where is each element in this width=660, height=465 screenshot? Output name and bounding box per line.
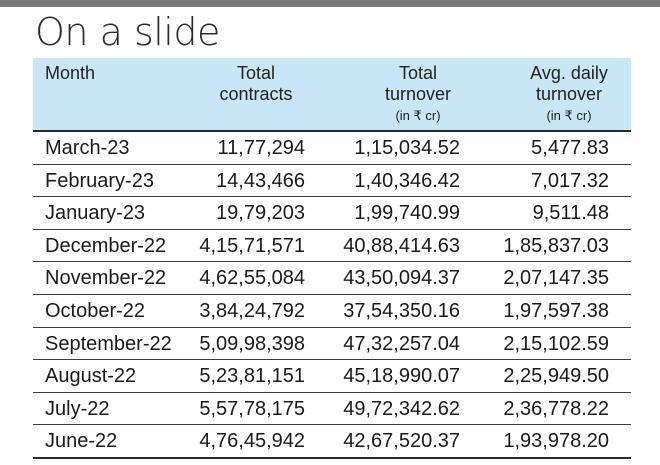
cell-avg-daily-turnover: 5,477.83 [531,137,609,159]
table-body: March-23 11,77,294 1,15,034.52 5,477.83 Febr… [33,132,631,459]
header-avg-daily-line2: turnover [535,84,603,104]
header-total-turnover: Total turnover (in ₹ cr) [363,63,473,124]
cell-total-turnover: 43,50,094.37 [343,267,460,290]
cell-total-contracts: 5,09,98,398 [199,332,305,355]
header-total-turnover-unit: (in ₹ cr) [395,108,441,123]
cell-total-turnover: 45,18,990.07 [343,365,460,388]
table-row: March-23 11,77,294 1,15,034.52 5,477.83 [33,132,631,165]
cell-avg-daily-turnover: 2,25,949.50 [503,365,609,388]
cell-avg-daily-turnover: 1,85,837.03 [503,234,609,257]
cell-month: June-22 [45,430,118,453]
cell-total-turnover: 37,54,350.16 [343,299,460,322]
cell-avg-daily-turnover: 2,15,102.59 [503,332,609,355]
top-rule [0,0,660,7]
cell-month: November-22 [45,267,167,290]
cell-total-contracts: 19,79,203 [216,202,305,225]
table-row: February-23 14,43,466 1,40,346.42 7,017.32 [33,165,631,198]
cell-total-turnover: 1,99,740.99 [354,202,460,225]
cell-month: July-22 [45,397,110,420]
cell-avg-daily-turnover: 2,07,147.35 [503,267,609,290]
cell-month: December-22 [45,234,167,257]
table-row: December-22 4,15,71,571 40,88,414.63 1,85,8… [33,230,631,263]
header-avg-daily-line1: Avg. daily [530,63,608,83]
cell-total-contracts: 5,23,81,151 [199,365,305,388]
cell-month: August-22 [45,365,137,388]
header-month: Month [45,63,96,83]
cell-avg-daily-turnover: 9,511.48 [532,202,609,225]
header-avg-daily-turnover: Avg. daily turnover (in ₹ cr) [509,63,629,124]
table-row: September-22 5,09,98,398 47,32,257.04 2,15,… [33,328,631,361]
header-total-contracts-line1: Total [236,63,276,83]
cell-total-contracts: 4,76,45,942 [199,430,305,453]
cell-avg-daily-turnover: 1,93,978.20 [503,430,609,453]
cell-total-contracts: 5,57,78,175 [199,397,305,420]
cell-total-contracts: 3,84,24,792 [199,299,305,322]
table-header: Month Total contracts Total turnover (in… [33,58,631,132]
header-total-contracts: Total contracts [201,63,311,105]
cell-avg-daily-turnover: 1,97,597.38 [503,299,609,322]
header-total-turnover-line1: Total [398,63,438,83]
table-row: June-22 4,76,45,942 42,67,520.37 1,93,978.2… [33,425,631,459]
table-row: October-22 3,84,24,792 37,54,350.16 1,97,59… [33,295,631,328]
cell-total-turnover: 47,32,257.04 [343,332,460,355]
cell-total-turnover: 1,15,034.52 [354,137,460,159]
table-row: August-22 5,23,81,151 45,18,990.07 2,25,949… [33,360,631,393]
table-row: November-22 4,62,55,084 43,50,094.37 2,07,1… [33,262,631,295]
page-title: On a slide [35,10,220,54]
cell-total-contracts: 4,62,55,084 [199,267,305,290]
cell-total-contracts: 14,43,466 [216,169,305,192]
cell-month: February-23 [45,169,154,192]
cell-total-turnover: 42,67,520.37 [343,430,460,453]
table-row: July-22 5,57,78,175 49,72,342.62 2,36,778.2… [33,393,631,426]
cell-avg-daily-turnover: 2,36,778.22 [503,397,609,420]
header-total-contracts-line2: contracts [219,84,293,104]
cell-month: September-22 [45,332,172,355]
cell-total-turnover: 1,40,346.42 [354,169,460,192]
cell-month: January-23 [45,202,146,225]
cell-total-turnover: 49,72,342.62 [343,397,460,420]
turnover-table: Month Total contracts Total turnover (in… [33,58,631,459]
cell-total-contracts: 11,77,294 [217,137,306,159]
cell-month: March-23 [45,137,130,159]
table-row: January-23 19,79,203 1,99,740.99 9,511.48 [33,197,631,230]
header-avg-daily-unit: (in ₹ cr) [546,108,592,123]
cell-avg-daily-turnover: 7,017.32 [531,169,609,192]
cell-total-contracts: 4,15,71,571 [199,234,305,257]
header-total-turnover-line2: turnover [384,84,452,104]
cell-month: October-22 [45,299,146,322]
cell-total-turnover: 40,88,414.63 [343,234,460,257]
